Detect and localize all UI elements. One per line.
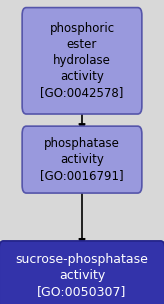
FancyBboxPatch shape: [22, 8, 142, 114]
FancyBboxPatch shape: [0, 241, 164, 304]
Text: phosphoric
ester
hydrolase
activity
[GO:0042578]: phosphoric ester hydrolase activity [GO:…: [40, 22, 124, 99]
Text: phosphatase
activity
[GO:0016791]: phosphatase activity [GO:0016791]: [40, 137, 124, 182]
FancyBboxPatch shape: [22, 126, 142, 193]
Text: sucrose-phosphatase
activity
[GO:0050307]: sucrose-phosphatase activity [GO:0050307…: [16, 253, 148, 298]
